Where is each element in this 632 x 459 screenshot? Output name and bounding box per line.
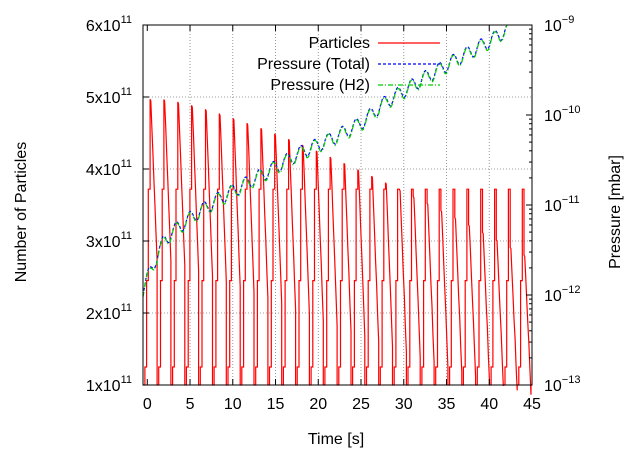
series-pressure-total-line [142, 26, 507, 296]
x-tick-label: 0 [143, 396, 152, 413]
y-left-tick-label: 1x1011 [86, 374, 132, 395]
y-left-tick-label: 5x1011 [86, 86, 132, 107]
legend: Particles Pressure (Total) Pressure (H2) [257, 35, 440, 94]
y-left-axis-label: Number of Particles [13, 142, 30, 283]
x-tick-label: 40 [480, 396, 498, 413]
y-right-axis-label: Pressure [mbar] [607, 155, 624, 269]
tick-marks [143, 24, 533, 386]
x-tick-label: 20 [309, 396, 327, 413]
y-right-tick-labels: 10−13 10−12 10−11 10−10 10−9 [544, 14, 580, 395]
x-tick-label: 10 [224, 396, 242, 413]
y-left-tick-label: 2x1011 [86, 302, 132, 323]
x-tick-labels: 0 5 10 15 20 25 30 35 40 45 [143, 396, 541, 413]
x-tick-label: 5 [186, 396, 195, 413]
y-right-tick-label: 10−9 [544, 14, 574, 35]
y-right-tick-label: 10−11 [544, 194, 580, 215]
legend-label: Pressure (H2) [270, 77, 370, 94]
x-tick-label: 45 [523, 396, 541, 413]
x-tick-label: 30 [395, 396, 413, 413]
y-left-tick-label: 4x1011 [86, 158, 132, 179]
y-left-tick-label: 6x1011 [86, 14, 132, 35]
series-particles-line [143, 98, 532, 395]
y-right-tick-label: 10−12 [544, 284, 580, 305]
x-axis-label: Time [s] [308, 431, 364, 448]
x-tick-label: 15 [267, 396, 285, 413]
x-tick-label: 35 [438, 396, 456, 413]
x-tick-label: 25 [352, 396, 370, 413]
y-right-tick-label: 10−10 [544, 104, 580, 125]
y-left-tick-labels: 1x1011 2x1011 3x1011 4x1011 5x1011 6x1011 [86, 14, 132, 395]
series-pressure-h2-line [142, 25, 508, 298]
legend-label: Pressure (Total) [257, 56, 370, 73]
y-right-tick-label: 10−13 [544, 374, 580, 395]
legend-label: Particles [309, 35, 370, 52]
y-left-tick-label: 3x1011 [86, 230, 132, 251]
